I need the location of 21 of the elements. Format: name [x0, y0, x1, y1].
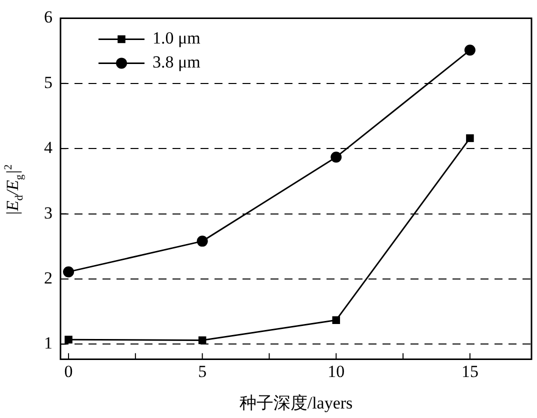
- y-tick-label: 5: [44, 72, 52, 92]
- y-tick-label: 6: [44, 8, 52, 27]
- point: [63, 266, 74, 278]
- point: [466, 134, 474, 142]
- y-tick-label: 3: [44, 203, 52, 222]
- point: [196, 236, 208, 247]
- x-tick-label: 15: [461, 362, 478, 381]
- x-tick-label: 0: [64, 362, 73, 381]
- point: [330, 152, 342, 163]
- y-tick-label: 4: [44, 138, 53, 158]
- x-tick-label: 5: [198, 362, 207, 381]
- point: [64, 336, 72, 344]
- y-tick-label: 1: [44, 334, 52, 353]
- x-tick-label: 10: [328, 362, 345, 381]
- y-tick-label: 2: [44, 268, 52, 288]
- x-axis-title: 种子深度/layers: [239, 393, 353, 412]
- point: [464, 44, 476, 56]
- legend-label: 3.8 μm: [152, 52, 200, 72]
- point: [198, 336, 206, 344]
- point: [332, 316, 340, 324]
- legend-label: 1.0 μm: [152, 28, 200, 48]
